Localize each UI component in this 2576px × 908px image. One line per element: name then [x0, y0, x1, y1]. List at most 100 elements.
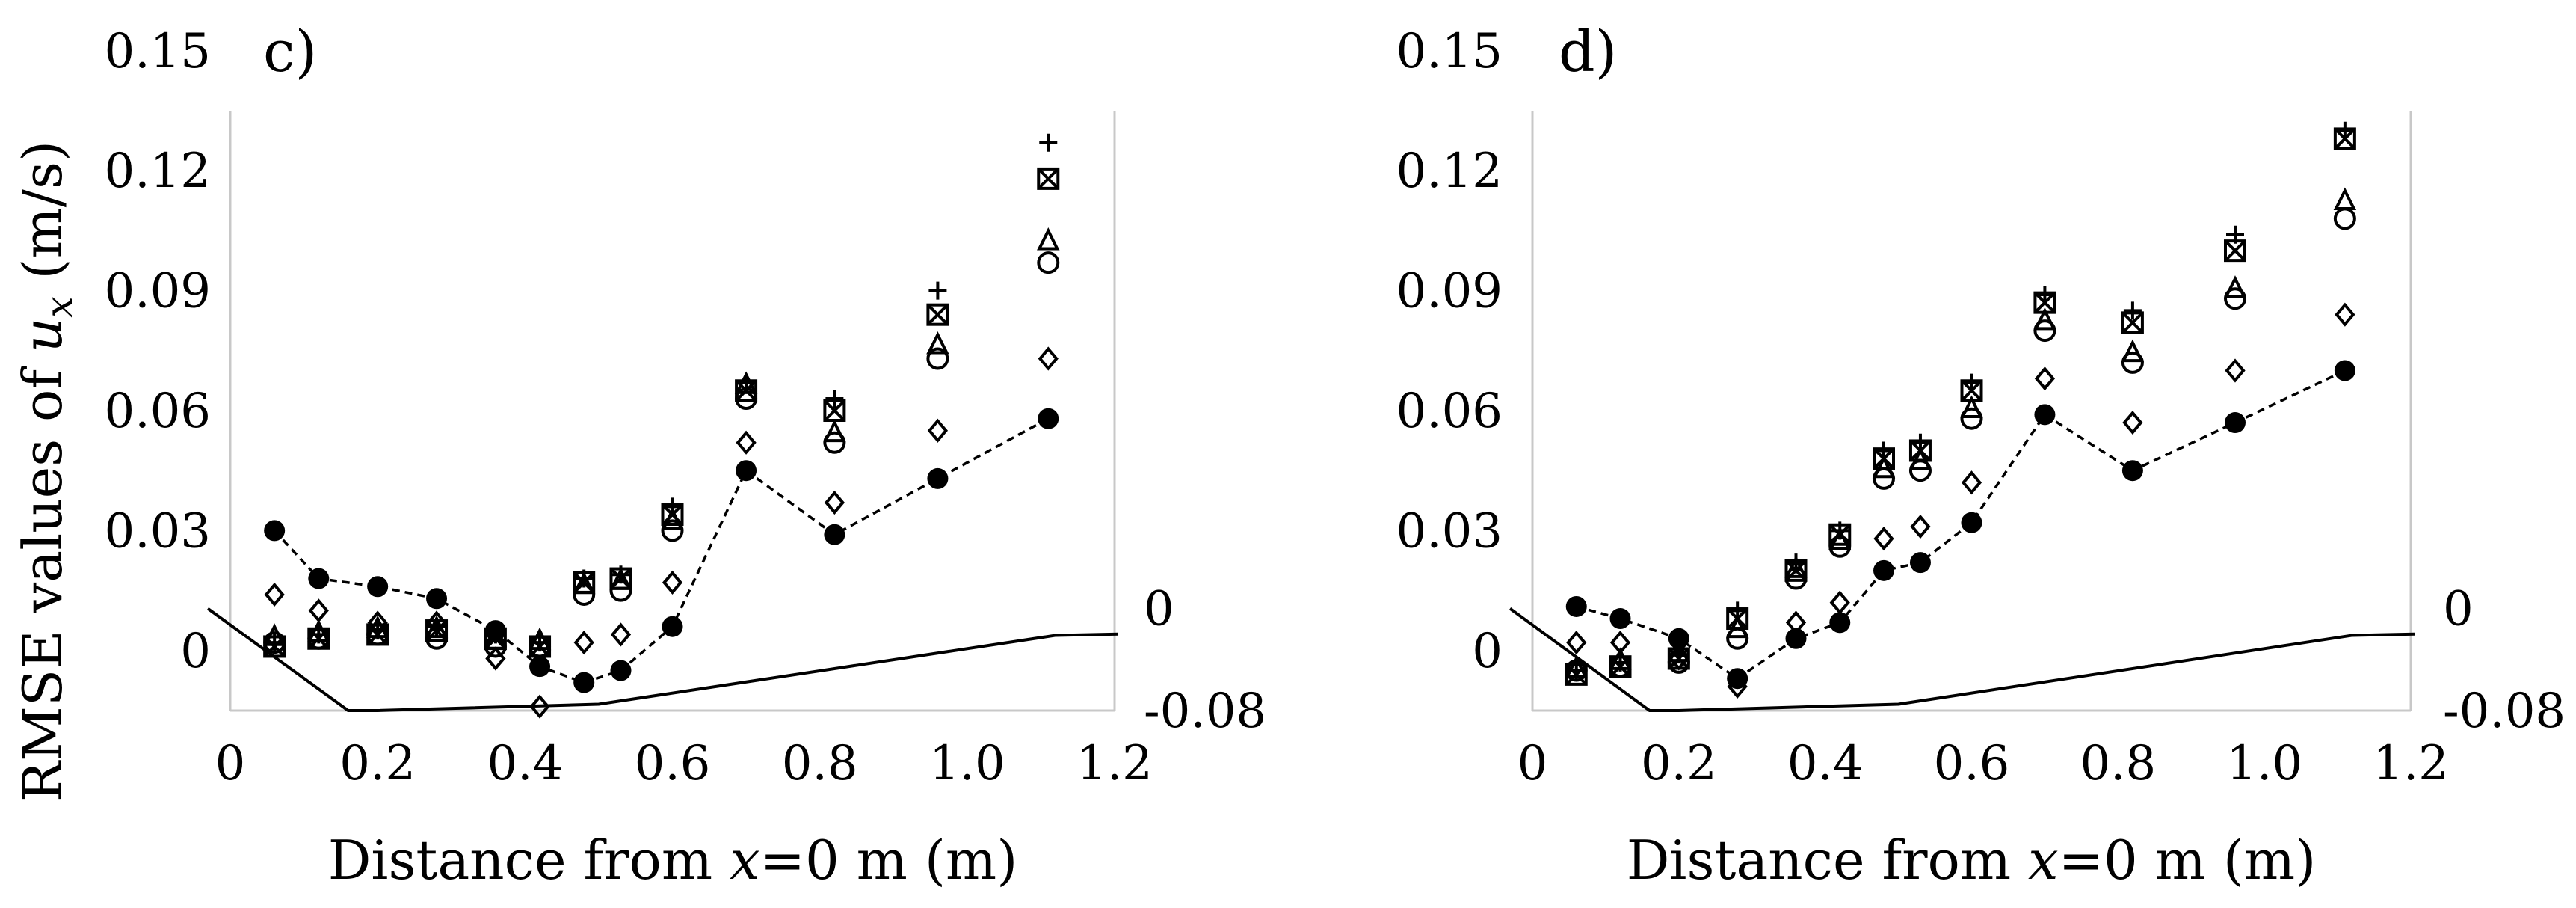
marker-diamond: [1829, 590, 1850, 615]
marker-plus: [1787, 553, 1805, 572]
marker-diamond: [485, 646, 506, 671]
marker-diamond: [927, 418, 949, 443]
marker-circle: [2333, 207, 2356, 230]
marker-cross: [2121, 311, 2144, 334]
marker-filled-circle-dashed: [662, 616, 683, 637]
marker-plus: [1669, 645, 1688, 664]
marker-diamond: [736, 430, 757, 455]
marker-diamond: [1038, 346, 1059, 371]
x-tick-label: 0.6: [1934, 736, 2010, 791]
y2-tick-label: 0: [2443, 582, 2474, 637]
marker-plus: [1911, 433, 1929, 452]
x-axis-label-c: Distance from x=0 m (m): [328, 829, 1018, 892]
marker-filled-circle-dashed: [529, 656, 551, 678]
marker-filled-circle-dashed: [2034, 404, 2056, 426]
marker-diamond: [1961, 470, 1982, 495]
marker-filled-circle-dashed: [367, 576, 389, 598]
chart-panel-c: c) 0 0.03 0.06 0.09 0.12 0.15 0 -0.08 0 0.2 0.4 0…: [105, 18, 1267, 892]
x-tick-label: 0: [215, 736, 246, 791]
marker-triangle: [2223, 275, 2247, 298]
marker-filled-circle-dashed: [2225, 412, 2246, 434]
marker-plus: [663, 497, 682, 516]
panel-label-d: d): [1559, 18, 1617, 85]
marker-plus: [575, 569, 594, 588]
y-tick-label: 0.12: [105, 144, 212, 199]
marker-diamond: [610, 622, 632, 647]
marker-circle: [926, 347, 949, 370]
x-axis-label-d: Distance from x=0 m (m): [1627, 829, 2317, 892]
y-tick-label: 0.06: [105, 384, 212, 439]
marker-plus: [611, 565, 630, 584]
y2-tick-label: -0.08: [1144, 684, 1266, 739]
marker-diamond: [1566, 631, 1587, 655]
marker-filled-circle-dashed: [1785, 628, 1807, 649]
marker-plus: [1875, 441, 1893, 460]
marker-filled-circle-dashed: [610, 660, 632, 681]
marker-filled-circle-dashed: [2121, 460, 2143, 482]
marker-triangle: [926, 331, 949, 355]
marker-diamond: [573, 631, 594, 655]
x-tick-label: 1.2: [1076, 736, 1153, 791]
x-tick-label: 0.6: [635, 736, 711, 791]
marker-filled-circle-dashed: [1565, 595, 1587, 617]
marker-filled-circle-dashed: [264, 520, 286, 542]
y2-tick-label: -0.08: [2443, 684, 2566, 739]
x-tick-label: 0.8: [2080, 736, 2156, 791]
marker-triangle: [1037, 227, 1060, 251]
marker-cross: [823, 399, 845, 422]
marker-cross: [1037, 168, 1059, 190]
y-tick-label: 0.09: [105, 264, 212, 319]
marker-diamond: [1727, 674, 1748, 699]
marker-plus: [2123, 301, 2142, 320]
marker-circle: [661, 519, 684, 542]
y2-tick-label: 0: [1144, 582, 1174, 637]
marker-plus: [531, 634, 549, 652]
marker-triangle: [823, 419, 846, 443]
marker-diamond: [2335, 302, 2355, 327]
marker-square: [926, 303, 949, 326]
marker-plus: [486, 625, 505, 644]
y-tick-label: 0.15: [105, 24, 212, 79]
marker-diamond: [2034, 366, 2056, 391]
y-tick-label: 0.15: [1396, 24, 1503, 79]
marker-diamond: [1785, 610, 1807, 635]
marker-circle: [2033, 319, 2056, 343]
marker-filled-circle-dashed: [1909, 552, 1931, 574]
marker-cross: [926, 304, 949, 326]
marker-square: [1037, 167, 1060, 190]
series-line-dashed: [273, 417, 1050, 684]
marker-plus: [825, 389, 844, 408]
x-tick-label: 0.2: [339, 736, 416, 791]
marker-circle: [1037, 251, 1060, 274]
marker-filled-circle-dashed: [1609, 608, 1631, 630]
marker-diamond: [1910, 514, 1931, 539]
y-tick-label: 0.03: [105, 503, 212, 559]
marker-plus: [1728, 601, 1747, 620]
marker-filled-circle-dashed: [736, 460, 757, 482]
marker-filled-circle-dashed: [426, 588, 448, 610]
marker-filled-circle-dashed: [824, 524, 845, 545]
marker-plus: [428, 617, 446, 636]
marker-triangle: [1960, 395, 1983, 418]
marker-plus: [1962, 373, 1981, 392]
marker-circle: [1960, 407, 1983, 430]
y-tick-label: 0: [1472, 624, 1503, 679]
marker-diamond: [2122, 410, 2143, 435]
marker-plus: [1611, 653, 1630, 672]
y-tick-label: 0.06: [1396, 384, 1503, 439]
marker-filled-circle-dashed: [927, 467, 949, 489]
marker-plus: [928, 281, 947, 300]
x-tick-label: 1.2: [2373, 736, 2449, 791]
marker-triangle: [2033, 307, 2056, 331]
bed-profile-line: [206, 607, 1119, 712]
marker-plus: [2036, 285, 2054, 304]
y-tick-label: 0: [180, 624, 211, 679]
x-tick-label: 1.0: [2226, 736, 2302, 791]
marker-diamond: [824, 490, 845, 515]
x-tick-label: 1.0: [929, 736, 1005, 791]
marker-plus: [1039, 133, 1058, 152]
marker-filled-circle-dashed: [1873, 559, 1894, 581]
marker-plus: [1831, 521, 1849, 540]
marker-cross: [2224, 239, 2246, 262]
